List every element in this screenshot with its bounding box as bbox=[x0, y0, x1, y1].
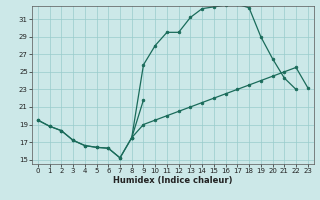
X-axis label: Humidex (Indice chaleur): Humidex (Indice chaleur) bbox=[113, 176, 233, 185]
